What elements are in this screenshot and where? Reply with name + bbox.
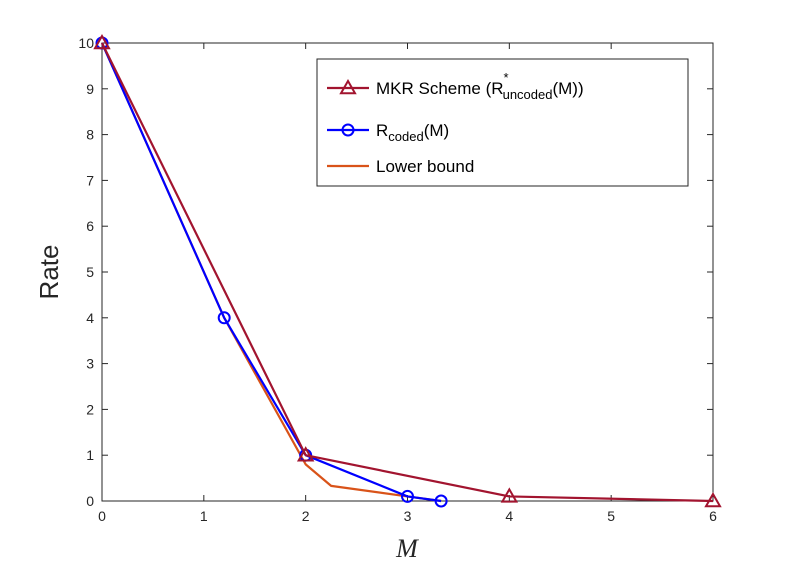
legend-box bbox=[316, 58, 689, 187]
x-tick-label: 5 bbox=[607, 508, 615, 524]
legend-label: Rcoded(M) bbox=[376, 121, 449, 144]
legend-label-tail: (M) bbox=[424, 121, 449, 140]
y-tick-label: 5 bbox=[86, 264, 94, 280]
y-tick-label: 8 bbox=[86, 127, 94, 143]
legend-entry-0: MKR Scheme (R* uncoded(M)) bbox=[327, 70, 584, 102]
y-tick-label: 0 bbox=[86, 493, 94, 509]
legend-label-sub: coded bbox=[388, 129, 423, 144]
x-tick-label: 3 bbox=[404, 508, 412, 524]
legend-entry-2: Lower bound bbox=[327, 157, 474, 176]
x-axis-title: M bbox=[395, 534, 419, 563]
x-tick-label: 2 bbox=[302, 508, 310, 524]
y-tick-label: 3 bbox=[86, 356, 94, 372]
legend-label: MKR Scheme (R* uncoded(M)) bbox=[376, 70, 584, 102]
x-tick-label: 1 bbox=[200, 508, 208, 524]
legend-marker bbox=[339, 78, 357, 95]
data-point bbox=[296, 446, 315, 462]
x-tick-label: 4 bbox=[505, 508, 513, 524]
y-tick-label: 7 bbox=[86, 172, 94, 188]
data-point bbox=[93, 33, 111, 50]
data-point bbox=[434, 494, 448, 508]
y-tick-label: 6 bbox=[86, 218, 94, 234]
series-layer bbox=[93, 33, 722, 508]
x-tick-label: 6 bbox=[709, 508, 717, 524]
y-tick-label: 4 bbox=[86, 310, 94, 326]
series-line bbox=[101, 42, 714, 503]
y-tick-label: 9 bbox=[86, 81, 94, 97]
data-point bbox=[401, 489, 414, 503]
legend: MKR Scheme (R* uncoded(M)) Rcoded(M) Lower … bbox=[316, 58, 689, 187]
data-point bbox=[217, 311, 231, 325]
legend-label: Lower bound bbox=[376, 157, 474, 176]
y-tick-label: 1 bbox=[86, 447, 94, 463]
x-tick-label: 0 bbox=[98, 508, 106, 524]
legend-label-main: Lower bound bbox=[376, 157, 474, 176]
y-axis-title: Rate bbox=[34, 245, 64, 300]
axis-ticks: 0 1 2 3 4 5 6 0 1 2 3 4 5 6 7 8 9 10 bbox=[78, 35, 717, 524]
legend-label-sup: * bbox=[504, 70, 509, 85]
y-tick-label: 2 bbox=[86, 401, 94, 417]
legend-label-tail: (M)) bbox=[552, 79, 583, 98]
data-point bbox=[500, 487, 519, 503]
y-tick-label: 10 bbox=[78, 35, 94, 51]
legend-label-sub: uncoded bbox=[503, 87, 553, 102]
series-0 bbox=[93, 33, 722, 508]
legend-entry-1: Rcoded(M) bbox=[327, 121, 449, 144]
legend-label-main: R bbox=[376, 121, 388, 140]
data-point bbox=[704, 491, 722, 508]
legend-label-main: MKR Scheme (R bbox=[376, 79, 504, 98]
legend-marker bbox=[341, 123, 355, 137]
